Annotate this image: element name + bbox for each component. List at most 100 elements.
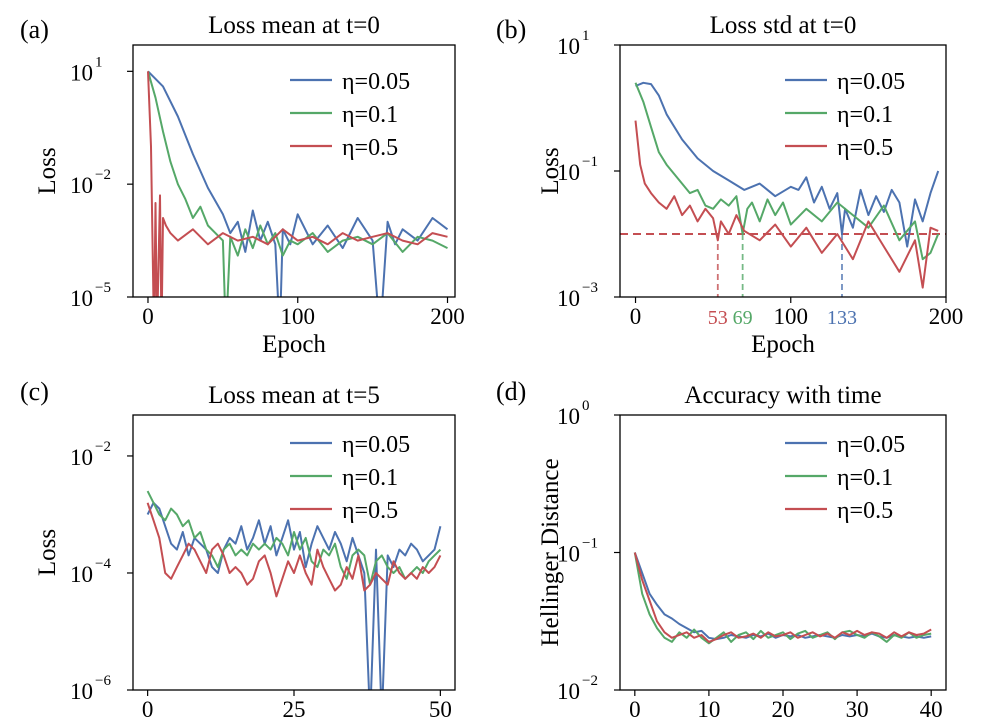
y-tick-exponent: −5	[95, 280, 111, 296]
y-tick-exponent: −3	[582, 280, 598, 296]
x-tick-label: 200	[929, 304, 964, 329]
y-tick-exponent: −2	[95, 167, 111, 183]
x-axis-label: Epoch	[751, 331, 815, 358]
y-axis-label: Loss	[34, 147, 61, 194]
plot-frame	[132, 414, 456, 691]
plot-frame	[619, 44, 947, 298]
y-tick-base: 10	[70, 173, 93, 198]
marker-label-53: 53	[708, 307, 728, 329]
y-tick-exponent: 0	[582, 398, 590, 414]
y-tick-base: 10	[557, 34, 580, 59]
y-tick-exponent: −2	[582, 673, 598, 689]
chart-panel-d: (d) Accuracy with time Time Hellinger Dista…	[496, 377, 947, 726]
series-line-0	[635, 81, 940, 248]
y-tick-base: 10	[70, 562, 93, 587]
chart-panel-c: (c)Loss mean at t=5EpochLoss0255010−210−…	[20, 377, 456, 726]
y-tick-base: 10	[70, 286, 93, 311]
y-tick-label: 10	[557, 286, 580, 311]
x-tick-label: 40	[920, 697, 943, 722]
x-tick-label: 100	[280, 304, 315, 329]
chart-title: Loss std at t=0	[710, 12, 857, 39]
legend-entry: η=0.1	[342, 465, 398, 491]
y-tick-label: 10	[70, 60, 93, 85]
legend-entry: η=0.05	[342, 432, 410, 458]
x-tick-label: 50	[429, 697, 452, 722]
x-tick-label: 100	[774, 304, 809, 329]
y-tick-label: 10	[557, 34, 580, 59]
panel-label: (a)	[20, 15, 49, 44]
y-tick-label: 10	[70, 679, 93, 704]
chart-title: Accuracy with time	[684, 382, 881, 409]
series-line-1	[147, 71, 448, 297]
legend-entry: η=0.1	[837, 102, 893, 128]
x-tick-label: 20	[772, 697, 795, 722]
y-tick-base: 10	[70, 60, 93, 85]
chart-title: Loss mean at t=0	[208, 12, 380, 39]
panel-label: (c)	[20, 377, 49, 406]
x-axis-label: Time	[757, 724, 809, 726]
y-tick-label: 10	[557, 679, 580, 704]
y-tick-exponent: 1	[582, 28, 590, 44]
x-tick-label: 10	[697, 697, 720, 722]
y-tick-label: 10	[70, 173, 93, 198]
y-tick-base: 10	[557, 286, 580, 311]
x-tick-label: 25	[283, 697, 306, 722]
plot-frame	[132, 44, 456, 298]
series-line-2	[634, 120, 939, 289]
x-tick-label: 30	[846, 697, 869, 722]
series-line-0	[633, 552, 932, 641]
x-tick-label: 0	[629, 697, 641, 722]
y-tick-base: 10	[70, 445, 93, 470]
x-tick-label: 0	[142, 304, 154, 329]
y-tick-label: 10	[70, 562, 93, 587]
legend-entry: η=0.5	[342, 498, 398, 524]
marker-label-133: 133	[827, 307, 857, 329]
legend-entry: η=0.1	[342, 102, 398, 128]
y-tick-exponent: −1	[582, 154, 598, 170]
chart-title: Loss mean at t=5	[208, 382, 380, 409]
y-tick-base: 10	[557, 542, 580, 567]
legend-entry: η=0.05	[837, 432, 905, 458]
panel-label: (b)	[496, 15, 526, 44]
series-group	[633, 552, 932, 645]
y-tick-exponent: 1	[95, 54, 103, 70]
series-line-2	[147, 71, 448, 297]
series-line-1	[634, 82, 940, 261]
y-axis-label: Loss	[537, 147, 564, 194]
marker-label-69: 69	[733, 307, 753, 329]
series-group	[146, 490, 442, 690]
plot-frame	[619, 414, 947, 691]
legend-entry: η=0.5	[342, 135, 398, 161]
x-tick-label: 200	[430, 304, 465, 329]
series-group	[634, 81, 940, 289]
series-line-2	[633, 552, 932, 643]
series-line-2	[146, 502, 442, 598]
legend-entry: η=0.05	[342, 69, 410, 95]
y-axis-label: Loss	[34, 529, 61, 576]
y-tick-base: 10	[70, 679, 93, 704]
x-tick-label: 0	[142, 697, 154, 722]
x-axis-label: Epoch	[262, 331, 326, 358]
y-tick-exponent: −2	[95, 439, 111, 455]
y-tick-exponent: −6	[95, 673, 111, 689]
y-tick-base: 10	[557, 160, 580, 185]
legend-entry: η=0.1	[837, 465, 893, 491]
y-tick-label: 10	[70, 286, 93, 311]
y-tick-exponent: −1	[582, 536, 598, 552]
series-line-0	[147, 70, 449, 297]
legend-entry: η=0.5	[837, 498, 893, 524]
series-line-1	[633, 552, 932, 645]
y-tick-label: 10	[70, 445, 93, 470]
series-line-0	[146, 501, 442, 690]
y-tick-base: 10	[557, 404, 580, 429]
series-group	[147, 70, 449, 297]
y-tick-label: 10	[557, 404, 580, 429]
panel-label: (d)	[496, 377, 526, 406]
legend-entry: η=0.5	[837, 135, 893, 161]
y-tick-exponent: −4	[95, 556, 111, 572]
y-tick-label: 10	[557, 160, 580, 185]
y-axis-label: Hellinger Distance	[537, 458, 564, 646]
